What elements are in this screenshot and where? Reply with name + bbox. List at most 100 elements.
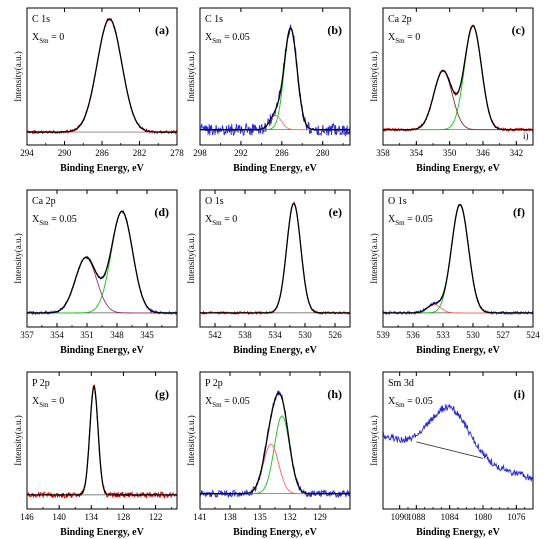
- y-axis-label: Intensity(a.u.): [186, 233, 196, 283]
- y-axis-label: Intensity(a.u.): [13, 233, 23, 283]
- panel-d: 357 354 351 348 345 Binding Energy, eV Intensi…: [13, 189, 178, 356]
- panel-subtitle: XSm = 0.05: [32, 214, 77, 227]
- x-tick-label: 1088: [407, 512, 426, 522]
- panel-letter: (f): [513, 205, 525, 219]
- panel-letter: (g): [155, 387, 169, 401]
- x-tick-label: 278: [170, 148, 184, 158]
- x-tick-label: 542: [208, 330, 222, 340]
- panel-title: P 2p: [205, 378, 223, 389]
- x-tick-label: 290: [58, 148, 72, 158]
- series-fit-envelope: [383, 203, 533, 314]
- x-tick-label: 298: [193, 148, 207, 158]
- panel-subtitle: XSm = 0.05: [388, 396, 433, 409]
- y-axis-label: Intensity(a.u.): [186, 51, 196, 101]
- panel-letter: (i): [514, 387, 525, 401]
- x-tick-label: 1090: [391, 512, 410, 522]
- series-fit-envelope: [200, 202, 350, 314]
- panel-letter: (b): [327, 23, 342, 37]
- plot-frame: [382, 7, 534, 146]
- series-fit-envelope: [200, 392, 350, 495]
- plot-frame: [382, 189, 534, 328]
- series-fit-envelope: [27, 385, 177, 496]
- x-tick-label: 358: [376, 148, 390, 158]
- x-tick-label: 346: [476, 148, 490, 158]
- x-tick-label: 342: [510, 148, 524, 158]
- series-component: [200, 415, 350, 495]
- y-axis-label: Intensity(a.u.): [13, 51, 23, 101]
- x-tick-label: 527: [496, 330, 510, 340]
- series-component: [383, 70, 533, 131]
- series-component: [27, 257, 177, 314]
- panel-subtitle: XSm = 0: [205, 214, 237, 227]
- x-tick-label: 135: [253, 512, 267, 522]
- x-tick-label: 122: [149, 512, 163, 522]
- y-axis-label: Intensity(a.u.): [13, 415, 23, 465]
- plot-frame: [199, 189, 351, 328]
- x-tick-label: 524: [526, 330, 540, 340]
- x-tick-label: 351: [80, 330, 94, 340]
- plot-frame: [199, 7, 351, 146]
- y-axis-label: Intensity(a.u.): [369, 415, 379, 465]
- panel-letter: (a): [155, 23, 169, 37]
- series-component: [383, 304, 533, 314]
- panel-subtitle: XSm = 0: [32, 396, 64, 409]
- x-tick-label: 1084: [441, 512, 460, 522]
- x-tick-label: 138: [223, 512, 237, 522]
- panel-e: 542 538 534 530 526 Binding Energy, eV Intensi…: [186, 189, 351, 356]
- x-axis-label: Binding Energy, eV: [233, 163, 317, 174]
- x-tick-label: 357: [20, 330, 34, 340]
- x-tick-label: 530: [298, 330, 312, 340]
- panel-title: Sm 3d: [388, 378, 414, 389]
- panel-subtitle: XSm = 0: [32, 32, 64, 45]
- x-tick-label: 129: [313, 512, 327, 522]
- x-tick-label: 134: [85, 512, 99, 522]
- background-line: [416, 441, 484, 459]
- x-tick-label: 286: [95, 148, 109, 158]
- panel-letter: (c): [512, 23, 525, 37]
- series-fit-envelope: [27, 18, 177, 133]
- x-tick-label: 1076: [507, 512, 526, 522]
- x-tick-label: 294: [20, 148, 34, 158]
- x-tick-label: 530: [466, 330, 480, 340]
- panel-subtitle: XSm = 0.05: [388, 214, 433, 227]
- x-tick-label: 140: [52, 512, 66, 522]
- x-tick-label: 536: [406, 330, 420, 340]
- panel-b: 298 292 286 280 Binding Energy, eV Intensity(…: [186, 7, 351, 174]
- x-axis-label: Binding Energy, eV: [60, 345, 144, 356]
- x-tick-label: 350: [443, 148, 457, 158]
- x-tick-label: 1080: [474, 512, 493, 522]
- panel-letter: (e): [329, 205, 342, 219]
- panel-letter: (h): [327, 387, 342, 401]
- x-tick-label: 146: [20, 512, 34, 522]
- panel-subtitle: XSm = 0: [388, 32, 420, 45]
- panel-c: 358 354 350 346 342 Binding Energy, eV Intensi…: [369, 7, 534, 174]
- panel-title: Ca 2p: [388, 14, 412, 25]
- x-tick-label: 533: [436, 330, 450, 340]
- x-axis-label: Binding Energy, eV: [416, 527, 500, 538]
- series-fit-envelope: [200, 27, 350, 131]
- panel-a: 294 290 286 282 278 Binding Energy, eV Intensi…: [13, 7, 184, 174]
- x-tick-label: 286: [275, 148, 289, 158]
- panel-letter: (d): [154, 205, 169, 219]
- series-fit-envelope: [27, 210, 177, 314]
- panel-title: O 1s: [388, 196, 407, 207]
- x-axis-label: Binding Energy, eV: [233, 527, 317, 538]
- x-axis-label: Binding Energy, eV: [60, 527, 144, 538]
- panel-subtitle: XSm = 0.05: [205, 396, 250, 409]
- panel-g: 146 140 134 128 122 Binding Energy, eV Intensi…: [13, 371, 178, 538]
- series-raw: [383, 403, 533, 482]
- x-tick-label: 345: [140, 330, 154, 340]
- x-axis-label: Binding Energy, eV: [416, 163, 500, 174]
- x-tick-label: 141: [193, 512, 207, 522]
- y-axis-label: Intensity(a.u.): [369, 51, 379, 101]
- x-tick-label: 132: [283, 512, 297, 522]
- x-tick-label: 354: [410, 148, 424, 158]
- x-tick-label: 128: [117, 512, 131, 522]
- x-axis-label: Binding Energy, eV: [60, 163, 144, 174]
- series-raw: [27, 209, 177, 316]
- panel-title: P 2p: [32, 378, 50, 389]
- panel-title: Ca 2p: [32, 196, 56, 207]
- panel-annotation: i): [523, 131, 529, 141]
